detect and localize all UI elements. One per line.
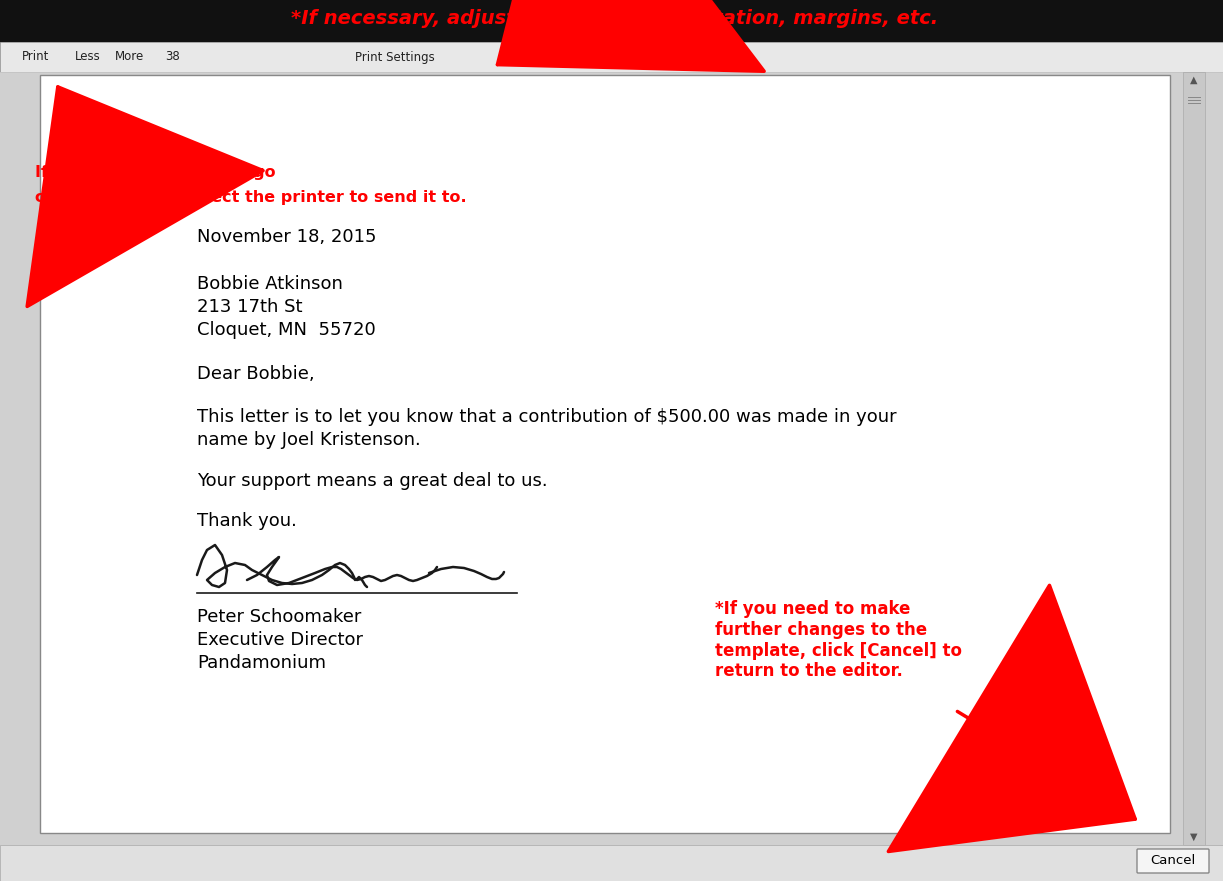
Bar (0, 42, 1223, 72)
Text: Less: Less (75, 50, 100, 63)
Text: 38: 38 (165, 50, 180, 63)
Text: Peter Schoomaker: Peter Schoomaker (197, 608, 361, 626)
Text: *If necessary, adjust paper type, orientation, margins, etc.: *If necessary, adjust paper type, orient… (291, 9, 938, 27)
Text: Your support means a great deal to us.: Your support means a great deal to us. (197, 472, 548, 490)
Bar (40, 75, 1170, 833)
Text: Print: Print (22, 50, 49, 63)
Text: Pandamonium: Pandamonium (197, 654, 327, 672)
Text: More: More (115, 50, 144, 63)
Text: This letter is to let you know that a contribution of $500.00 was made in your: This letter is to let you know that a co… (197, 408, 896, 426)
Text: Print Settings: Print Settings (355, 50, 434, 63)
Text: Cancel: Cancel (1151, 855, 1196, 868)
FancyBboxPatch shape (1137, 849, 1210, 873)
Text: Dear Bobbie,: Dear Bobbie, (197, 365, 314, 383)
Text: ▲: ▲ (1190, 75, 1197, 85)
Bar (0, 0, 1223, 42)
Text: If everything is good to go: If everything is good to go (35, 165, 275, 180)
Text: *If you need to make
further changes to the
template, click [Cancel] to
return t: *If you need to make further changes to … (715, 600, 963, 680)
Text: Thank you.: Thank you. (197, 512, 297, 530)
Text: click [Print] and select the printer to send it to.: click [Print] and select the printer to … (35, 190, 467, 205)
Text: ▼: ▼ (1190, 832, 1197, 842)
Bar (1183, 72, 1205, 845)
Text: Executive Director: Executive Director (197, 631, 363, 649)
Text: name by Joel Kristenson.: name by Joel Kristenson. (197, 431, 421, 449)
Text: Cloquet, MN  55720: Cloquet, MN 55720 (197, 321, 375, 339)
Text: Bobbie Atkinson: Bobbie Atkinson (197, 275, 342, 293)
Bar (0, 845, 1223, 881)
Text: November 18, 2015: November 18, 2015 (197, 228, 377, 246)
Text: 213 17th St: 213 17th St (197, 298, 302, 316)
